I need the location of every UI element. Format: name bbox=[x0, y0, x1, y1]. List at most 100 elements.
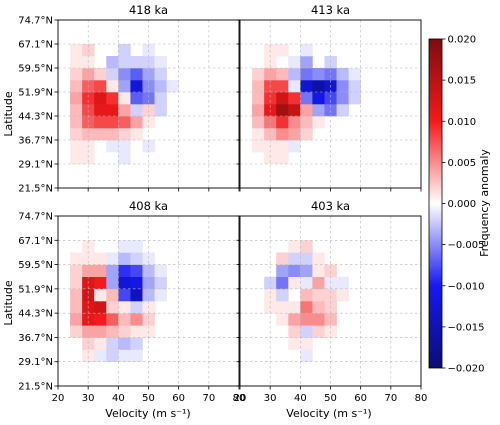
heatmap-cell bbox=[118, 128, 131, 141]
heatmap-cell bbox=[336, 80, 349, 93]
heatmap-cell bbox=[154, 276, 167, 290]
x-tick-label: 80 bbox=[233, 393, 246, 404]
heatmap-cell bbox=[312, 252, 325, 265]
heatmap-cell bbox=[94, 349, 107, 363]
colorbar: 0.020 0.015 0.010 0.005 0.000 −0.005 −0.010 −0.… bbox=[428, 35, 491, 375]
y-tick-label: 36.7°N bbox=[18, 333, 53, 344]
heatmap-cell bbox=[276, 92, 289, 105]
heatmap-cell bbox=[336, 276, 349, 290]
heatmap-cell bbox=[82, 337, 95, 350]
heatmap-cell bbox=[130, 325, 143, 338]
heatmap-cell bbox=[94, 104, 107, 117]
heatmap-cell bbox=[106, 313, 119, 326]
heatmap-cell bbox=[82, 313, 95, 326]
x-tick-label: 60 bbox=[354, 393, 367, 404]
heatmap-cell bbox=[130, 337, 143, 350]
heatmap-cell bbox=[312, 325, 325, 338]
panel-title: 413 ka bbox=[311, 3, 350, 17]
heatmap-cell bbox=[300, 313, 313, 326]
heatmap-cell bbox=[252, 104, 265, 117]
heatmap-cell bbox=[118, 80, 131, 93]
heatmap-cell bbox=[300, 288, 313, 302]
heatmap-cell bbox=[130, 56, 143, 69]
heatmap-cell bbox=[252, 128, 265, 141]
heatmap-cell bbox=[118, 56, 131, 69]
heatmap-cell bbox=[130, 240, 143, 253]
panel-2: 413 ka bbox=[236, 3, 422, 192]
heatmap-cell bbox=[300, 349, 313, 363]
heatmap-cell bbox=[154, 264, 167, 278]
panel-4: 403 ka 20 30 40 50 60 70 80 bbox=[234, 199, 428, 404]
heatmap-cell bbox=[264, 128, 277, 141]
heatmap-cell bbox=[130, 252, 143, 265]
heatmap-cell bbox=[324, 264, 337, 278]
heatmap-cell bbox=[264, 68, 277, 81]
heatmap-cell bbox=[130, 264, 143, 278]
heatmap-cell bbox=[82, 68, 95, 81]
heatmap-cell bbox=[288, 116, 301, 129]
heatmap-cell bbox=[130, 80, 143, 93]
heatmap-cell bbox=[276, 301, 289, 314]
heatmap-cell bbox=[70, 44, 83, 57]
y-tick-label: 21.5°N bbox=[18, 184, 53, 195]
heatmap-cell bbox=[82, 252, 95, 265]
heatmap-cell bbox=[106, 104, 119, 117]
heatmap-cell bbox=[106, 276, 119, 290]
heatmap-cell bbox=[276, 152, 289, 165]
x-tick-label: 50 bbox=[324, 393, 337, 404]
heatmap-cell bbox=[130, 301, 143, 314]
y-tick-label: 59.5°N bbox=[18, 64, 53, 75]
heatmap-cell bbox=[70, 80, 83, 93]
heatmap-cell bbox=[118, 264, 131, 278]
heatmap-cell bbox=[106, 349, 119, 363]
x-tick-label: 50 bbox=[142, 393, 155, 404]
heatmap-cell bbox=[312, 264, 325, 278]
heatmap-cell bbox=[106, 288, 119, 302]
heatmap-cell bbox=[118, 104, 131, 117]
heatmap-cell bbox=[106, 128, 119, 141]
heatmap-cell bbox=[300, 56, 313, 69]
heatmap-cell bbox=[70, 264, 83, 278]
heatmap-cell bbox=[312, 288, 325, 302]
heatmap-cell bbox=[142, 92, 155, 105]
heatmap-cell bbox=[70, 68, 83, 81]
heatmap-cell bbox=[118, 252, 131, 265]
heatmap-cell bbox=[118, 116, 131, 129]
heatmap-cell bbox=[118, 276, 131, 290]
colorbar-tick-label: −0.015 bbox=[448, 322, 485, 333]
colorbar-gradient bbox=[428, 38, 443, 369]
heatmap-cell bbox=[154, 68, 167, 81]
heatmap-cell bbox=[300, 116, 313, 129]
heatmap-cell bbox=[106, 252, 119, 265]
heatmap-cell bbox=[130, 128, 143, 141]
heatmap-cell bbox=[118, 44, 131, 57]
x-tick-label: 30 bbox=[82, 393, 95, 404]
panel-title: 418 ka bbox=[129, 3, 168, 17]
heatmap-cell bbox=[348, 68, 361, 81]
heatmap-cell bbox=[324, 92, 337, 105]
x-tick-label: 20 bbox=[52, 393, 65, 404]
heatmap-cell bbox=[154, 92, 167, 105]
heatmap-cell bbox=[70, 56, 83, 69]
heatmap-cell bbox=[312, 313, 325, 326]
heatmap-cell bbox=[94, 80, 107, 93]
panel-1: 418 ka 21.5°N 29.1°N 36.7°N 44.3°N 51.9°N 59.5… bbox=[18, 3, 240, 195]
x-tick-label: 70 bbox=[202, 393, 215, 404]
y-axis-labels: Latitude Latitude bbox=[2, 91, 15, 326]
heatmap-cell bbox=[106, 140, 119, 153]
heatmap-cell bbox=[94, 313, 107, 326]
heatmap-cell bbox=[276, 128, 289, 141]
y-tick-label: 67.1°N bbox=[18, 236, 53, 247]
heatmap-cell bbox=[300, 68, 313, 81]
heatmap-cell bbox=[154, 56, 167, 69]
heatmap-cell bbox=[288, 92, 301, 105]
y-tick-label: 36.7°N bbox=[18, 136, 53, 147]
colorbar-tick-label: 0.015 bbox=[448, 76, 477, 87]
heatmap-cell bbox=[312, 301, 325, 314]
heatmap-cell bbox=[70, 252, 83, 265]
heatmap-cell bbox=[82, 92, 95, 105]
heatmap-cell bbox=[288, 80, 301, 93]
heatmap-cell bbox=[118, 288, 131, 302]
heatmap-cell bbox=[130, 313, 143, 326]
panels: 418 ka 21.5°N 29.1°N 36.7°N 44.3°N 51.9°N 59.5… bbox=[18, 3, 427, 404]
